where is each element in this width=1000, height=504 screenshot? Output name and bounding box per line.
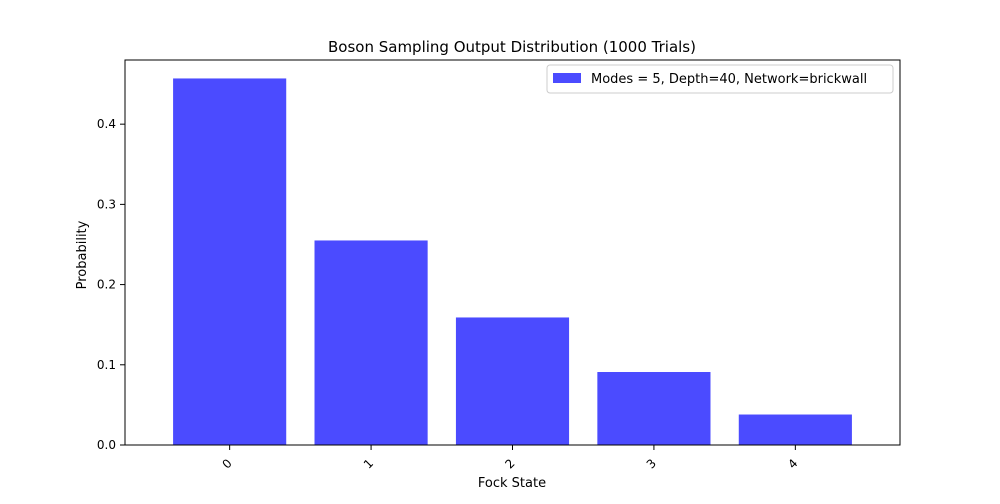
bar-2 bbox=[455, 317, 570, 445]
y-tick-label: 0.3 bbox=[97, 197, 116, 211]
y-axis-label: Probability bbox=[75, 220, 90, 289]
y-tick-label: 0.2 bbox=[97, 278, 116, 292]
bar-4 bbox=[738, 414, 852, 445]
x-tick-label: 2 bbox=[502, 456, 517, 471]
x-tick-label: 3 bbox=[644, 456, 659, 471]
chart-title: Boson Sampling Output Distribution (1000… bbox=[328, 38, 696, 56]
legend: Modes = 5, Depth=40, Network=brickwall bbox=[546, 64, 894, 94]
y-tick-label: 0.0 bbox=[97, 438, 116, 452]
x-tick-label: 1 bbox=[361, 456, 376, 471]
bar-0 bbox=[173, 78, 287, 446]
x-axis-label: Fock State bbox=[478, 476, 546, 491]
y-tick-label: 0.4 bbox=[97, 117, 116, 131]
bar-3 bbox=[597, 372, 711, 445]
x-tick-label: 4 bbox=[785, 456, 800, 471]
legend-box bbox=[546, 64, 894, 94]
x-tick-label: 0 bbox=[219, 456, 234, 471]
legend-swatch bbox=[553, 73, 581, 83]
bars-layer bbox=[173, 78, 852, 446]
y-tick-label: 0.1 bbox=[97, 358, 116, 372]
legend-label: Modes = 5, Depth=40, Network=brickwall bbox=[591, 72, 867, 87]
bar-1 bbox=[314, 240, 428, 445]
